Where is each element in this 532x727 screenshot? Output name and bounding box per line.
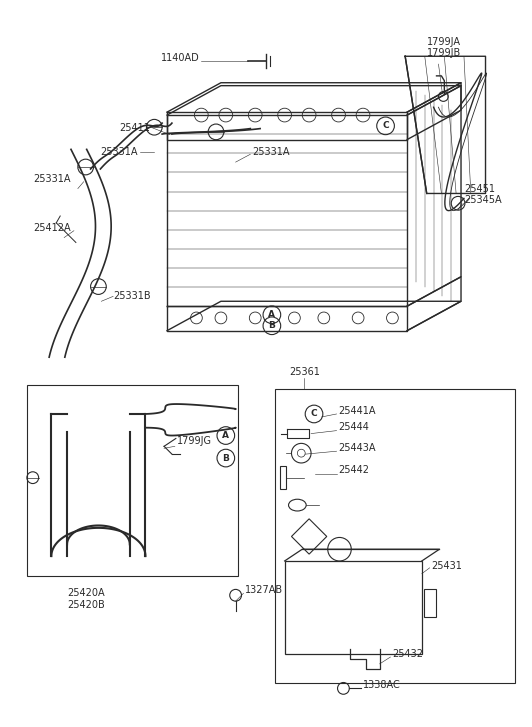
Text: 25441A: 25441A (338, 406, 376, 416)
Text: 1799JA: 1799JA (427, 36, 461, 47)
Text: C: C (311, 409, 317, 419)
Text: 25442: 25442 (338, 465, 370, 475)
Text: 25444: 25444 (338, 422, 369, 432)
Text: 25431: 25431 (431, 561, 462, 571)
Text: 25411: 25411 (120, 123, 151, 133)
Text: C: C (383, 121, 389, 130)
Text: 25420B: 25420B (67, 600, 105, 610)
Text: A: A (222, 431, 229, 440)
Text: 25443A: 25443A (338, 443, 376, 453)
Text: 1799JG: 1799JG (177, 436, 212, 446)
Text: 1140AD: 1140AD (161, 53, 200, 63)
Text: 25361: 25361 (289, 367, 320, 377)
Bar (285, 561, 422, 654)
Text: 25420A: 25420A (67, 588, 104, 598)
Text: 25345A: 25345A (464, 196, 502, 205)
Text: 1327AB: 1327AB (245, 585, 284, 595)
Bar (280, 466, 286, 489)
Text: 25432: 25432 (393, 649, 423, 659)
Text: 25331B: 25331B (113, 292, 151, 302)
Text: 1799JB: 1799JB (427, 48, 461, 58)
Bar (424, 590, 436, 616)
Bar (275, 390, 515, 683)
Text: 25412A: 25412A (33, 222, 70, 233)
Text: 1338AC: 1338AC (363, 680, 401, 691)
Text: 25451: 25451 (464, 184, 495, 193)
Text: 25331A: 25331A (33, 174, 70, 184)
Bar (27, 385, 238, 576)
Text: B: B (269, 321, 276, 330)
Text: B: B (222, 454, 229, 462)
Text: 25331A: 25331A (100, 148, 138, 157)
Text: A: A (268, 310, 276, 319)
Text: 25331A: 25331A (252, 148, 290, 157)
